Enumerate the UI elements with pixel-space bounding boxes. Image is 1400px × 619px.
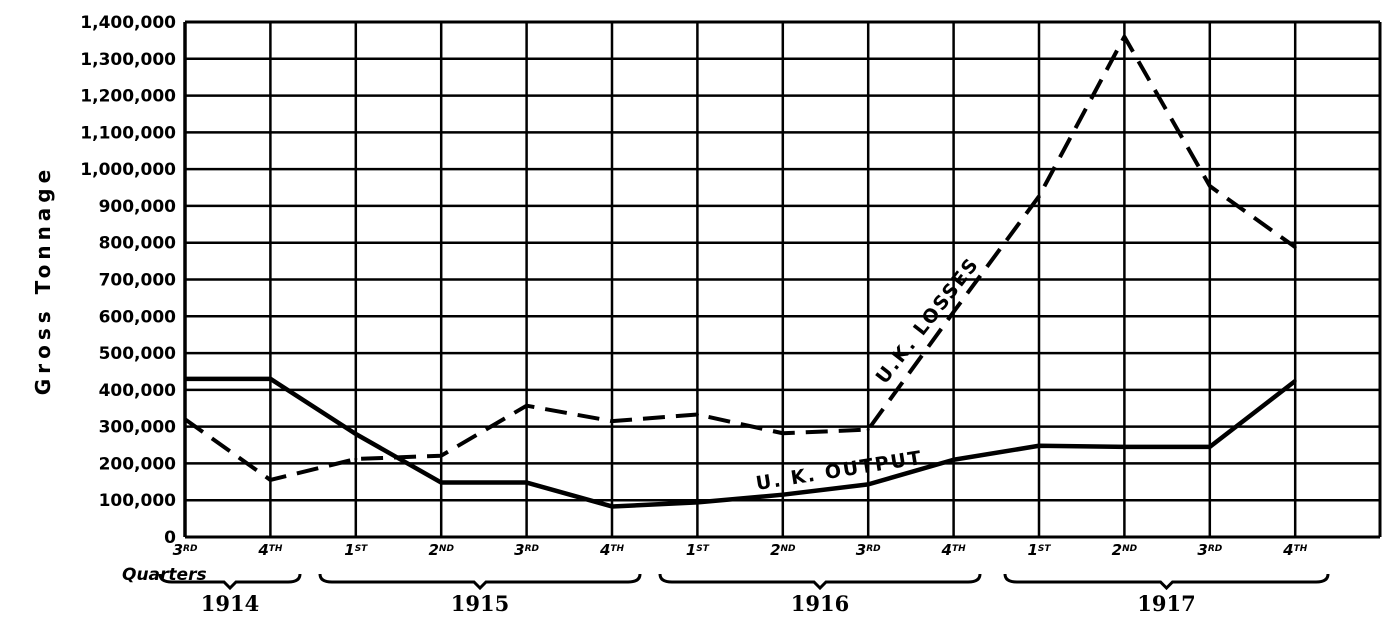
year-label: 1917: [1137, 591, 1195, 616]
data-point: [1122, 35, 1126, 39]
data-point: [354, 432, 358, 436]
data-point: [952, 458, 956, 462]
y-tick-label: 700,000: [99, 271, 177, 291]
series-lines: [183, 34, 1297, 509]
y-tick-label: 0: [164, 528, 176, 548]
data-point: [1293, 245, 1297, 249]
y-axis-label: Gross Tonnage: [31, 165, 55, 395]
year-label: 1916: [791, 591, 849, 616]
data-point: [1208, 445, 1212, 449]
data-point: [439, 454, 443, 458]
data-point: [439, 481, 443, 485]
series-line-output: [185, 376, 1297, 509]
year-label: 1915: [451, 591, 509, 616]
series-line-losses: [183, 34, 1297, 482]
data-point: [866, 428, 870, 432]
y-tick-label: 600,000: [99, 307, 177, 327]
data-point: [1037, 444, 1041, 448]
data-point: [610, 419, 614, 423]
x-tick-label: 2ND: [770, 541, 796, 559]
y-tick-label: 900,000: [99, 197, 177, 217]
year-brace: [318, 573, 642, 591]
data-point: [610, 504, 614, 508]
data-point: [525, 404, 529, 408]
year-brace: [658, 573, 982, 591]
data-point: [1208, 184, 1212, 188]
y-axis-ticks: 0 100,000 200,000 300,000 400,000 500,000 600,…: [80, 13, 176, 548]
x-tick-label: 3RD: [514, 541, 539, 559]
year-label: 1914: [201, 591, 259, 616]
y-tick-label: 300,000: [99, 418, 177, 438]
data-point: [354, 457, 358, 461]
x-axis-label: Quarters: [122, 565, 207, 585]
x-tick-label: 1ST: [1027, 541, 1051, 559]
x-tick-label: 1ST: [344, 541, 368, 559]
y-tick-label: 400,000: [99, 381, 177, 401]
grid: [183, 20, 1382, 539]
data-point: [695, 413, 699, 417]
y-tick-label: 100,000: [99, 491, 177, 511]
y-tick-label: 200,000: [99, 454, 177, 474]
data-point: [1037, 194, 1041, 198]
y-tick-label: 800,000: [99, 234, 177, 254]
data-point: [183, 377, 187, 381]
x-tick-label: 3RD: [856, 541, 881, 559]
y-tick-label: 1,300,000: [80, 50, 176, 70]
data-point: [525, 481, 529, 485]
x-tick-label: 4TH: [599, 541, 625, 559]
x-tick-label: 3RD: [1197, 541, 1222, 559]
y-tick-label: 1,200,000: [80, 87, 176, 107]
x-tick-label: 4TH: [257, 541, 283, 559]
data-point: [1122, 445, 1126, 449]
data-point: [866, 482, 870, 486]
series-label-losses: U.K. LOSSES: [872, 253, 984, 388]
year-brace: [158, 573, 302, 591]
data-point: [183, 417, 187, 421]
x-tick-label: 2ND: [428, 541, 454, 559]
data-point: [268, 478, 272, 482]
y-tick-label: 1,400,000: [80, 13, 176, 33]
x-tick-label: 1ST: [686, 541, 710, 559]
x-axis-ticks: 3RD 4TH 1ST 2ND 3RD 4TH 1ST 2ND 3RD 4TH 1ST 2ND 3RD 4…: [173, 541, 1308, 559]
year-labels: 1914 1915 1916 1917: [158, 573, 1330, 616]
data-point: [781, 493, 785, 497]
data-point: [1293, 379, 1297, 383]
year-brace: [1003, 573, 1330, 591]
data-point: [268, 377, 272, 381]
x-tick-label: 2ND: [1112, 541, 1138, 559]
x-tick-label: 3RD: [173, 541, 198, 559]
y-tick-label: 1,000,000: [80, 160, 176, 180]
data-point: [952, 310, 956, 314]
y-tick-label: 500,000: [99, 344, 177, 364]
data-point: [781, 431, 785, 435]
y-tick-label: 1,100,000: [80, 123, 176, 143]
x-tick-label: 4TH: [941, 541, 967, 559]
x-tick-label: 4TH: [1282, 541, 1308, 559]
data-point: [695, 500, 699, 504]
